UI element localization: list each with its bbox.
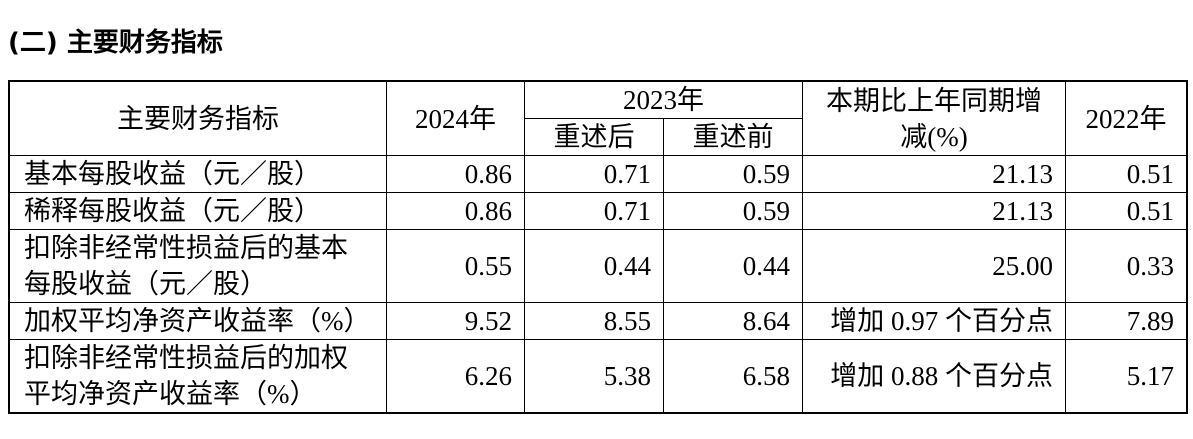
- value-cell: 0.59: [663, 192, 803, 230]
- value-cell: 0.33: [1065, 229, 1188, 303]
- header-cell: 2023年: [524, 80, 803, 119]
- value-cell: 0.44: [524, 229, 664, 303]
- row-label: 加权平均净资产收益率（%）: [8, 302, 387, 340]
- value-cell: 0.59: [663, 155, 803, 193]
- value-cell: 增加 0.97 个百分点: [802, 302, 1066, 340]
- value-cell: 0.51: [1065, 155, 1188, 193]
- value-cell: 21.13: [802, 155, 1066, 193]
- table-body: 基本每股收益（元／股） 0.86 0.71 0.59 21.13 0.51 稀释每股收益（元…: [8, 155, 1188, 414]
- header-cell: 重述后: [524, 118, 664, 156]
- section-title: (二) 主要财务指标: [8, 28, 223, 58]
- row-label: 扣除非经常性损益后的加权平均净资产收益率（%）: [8, 339, 387, 414]
- value-cell: 0.86: [386, 192, 525, 230]
- header-cell: 重述前: [663, 118, 803, 156]
- value-cell: 8.55: [524, 302, 664, 340]
- table-row: 稀释每股收益（元／股） 0.86 0.71 0.59 21.13 0.51: [8, 192, 1188, 230]
- value-cell: 0.71: [524, 155, 664, 193]
- value-cell: 25.00: [802, 229, 1066, 303]
- header-text: 本期比上年同期增减(%): [826, 85, 1042, 152]
- value-cell: 0.71: [524, 192, 664, 230]
- value-cell: 0.44: [663, 229, 803, 303]
- table-row: 扣除非经常性损益后的加权平均净资产收益率（%） 6.26 5.38 6.58 增加 0.…: [8, 339, 1188, 414]
- table-row: 扣除非经常性损益后的基本每股收益（元／股） 0.55 0.44 0.44 25.00 0.…: [8, 229, 1188, 303]
- value-cell: 0.55: [386, 229, 525, 303]
- header-cell: 本期比上年同期增减(%): [802, 80, 1066, 156]
- value-cell: 8.64: [663, 302, 803, 340]
- row-label: 基本每股收益（元／股）: [8, 155, 387, 193]
- row-label: 稀释每股收益（元／股）: [8, 192, 387, 230]
- financial-table: 主要财务指标 2024年 2023年 本期比上年同期增减(%) 2022年 重述…: [8, 80, 1188, 414]
- row-label: 扣除非经常性损益后的基本每股收益（元／股）: [8, 229, 387, 303]
- value-cell: 0.51: [1065, 192, 1188, 230]
- header-cell: 2022年: [1065, 80, 1188, 156]
- header-cell: 2024年: [386, 80, 525, 156]
- value-cell: 6.26: [386, 339, 525, 414]
- table-row: 基本每股收益（元／股） 0.86 0.71 0.59 21.13 0.51: [8, 155, 1188, 193]
- value-cell: 6.58: [663, 339, 803, 414]
- value-cell: 7.89: [1065, 302, 1188, 340]
- value-cell: 9.52: [386, 302, 525, 340]
- value-cell: 增加 0.88 个百分点: [802, 339, 1066, 414]
- table-row: 加权平均净资产收益率（%） 9.52 8.55 8.64 增加 0.97 个百分点 7.8…: [8, 302, 1188, 340]
- value-cell: 21.13: [802, 192, 1066, 230]
- value-cell: 5.38: [524, 339, 664, 414]
- value-cell: 5.17: [1065, 339, 1188, 414]
- value-cell: 0.86: [386, 155, 525, 193]
- header-cell: 主要财务指标: [8, 80, 387, 156]
